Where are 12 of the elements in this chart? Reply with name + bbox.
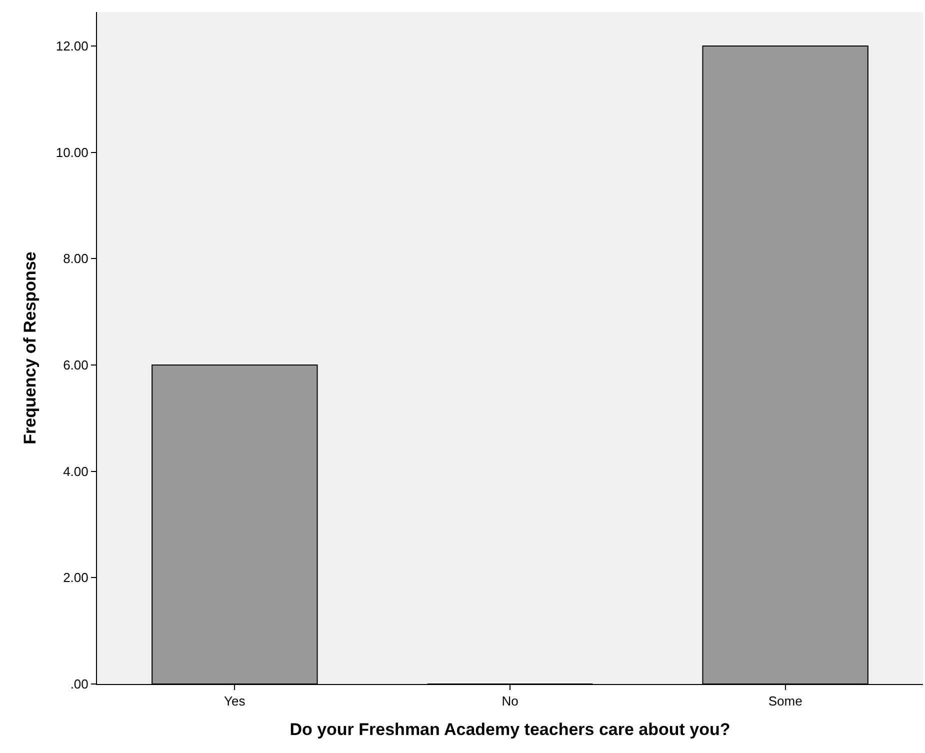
y-tick-label: 6.00	[63, 358, 88, 373]
x-tick-label: No	[502, 694, 518, 709]
y-axis-title: Frequency of Response	[20, 252, 40, 444]
y-tick-label: 4.00	[63, 464, 88, 479]
x-tick-label: Yes	[224, 694, 246, 709]
y-tick-label: 10.00	[56, 144, 88, 160]
x-axis-title: Do your Freshman Academy teachers care about you?	[290, 720, 730, 739]
y-tick-label: 2.00	[63, 570, 88, 586]
y-tick-label: .00	[70, 676, 88, 692]
y-tick-label: 8.00	[63, 251, 88, 266]
x-tick-label: Some	[768, 694, 802, 709]
y-tick-label: 12.00	[56, 38, 88, 54]
